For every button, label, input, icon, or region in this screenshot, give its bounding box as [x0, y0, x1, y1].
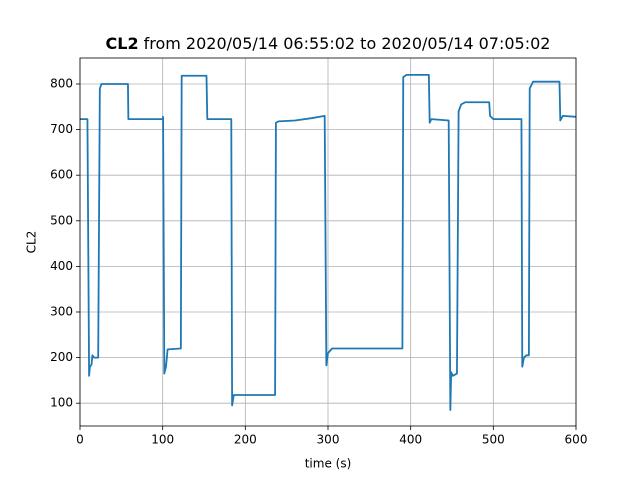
plot-frame — [79, 57, 577, 427]
y-tick-label: 600 — [50, 168, 73, 182]
x-tick-label: 100 — [151, 433, 174, 447]
y-tick-label: 700 — [50, 122, 73, 136]
title-rest: from 2020/05/14 06:55:02 to 2020/05/14 0… — [144, 34, 551, 53]
x-tick-label: 300 — [317, 433, 340, 447]
x-tick-label: 200 — [234, 433, 257, 447]
y-tick-label: 200 — [50, 350, 73, 364]
x-tick-label: 500 — [482, 433, 505, 447]
y-tick-label: 800 — [50, 76, 73, 90]
x-axis-label: time (s) — [305, 457, 352, 471]
y-tick-label: 400 — [50, 259, 73, 273]
y-tick-label: 300 — [50, 304, 73, 318]
x-tick-label: 400 — [399, 433, 422, 447]
x-tick-label: 0 — [76, 433, 84, 447]
data-line — [80, 73, 577, 411]
y-tick-label: 100 — [50, 396, 73, 410]
x-tick-label: 600 — [565, 433, 588, 447]
y-axis-label: CL2 — [25, 231, 39, 254]
y-tick-label: 500 — [50, 213, 73, 227]
title-bold: CL2 — [106, 34, 139, 53]
chart-title: CL2 from 2020/05/14 06:55:02 to 2020/05/1… — [106, 34, 551, 53]
